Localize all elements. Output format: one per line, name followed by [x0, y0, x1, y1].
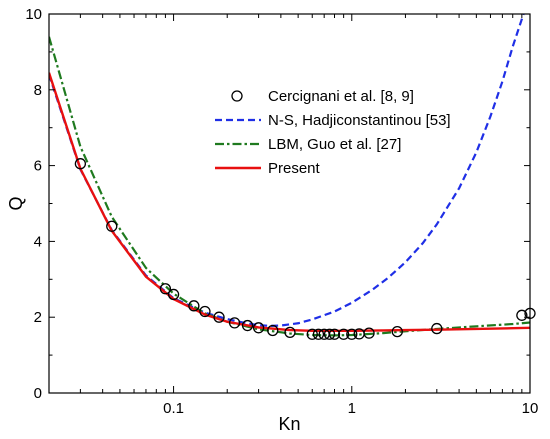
- data-point-cercignani: [228, 317, 241, 329]
- data-point-cercignani: [159, 283, 172, 295]
- y-axis-label: Q: [6, 196, 26, 210]
- data-point-cercignani: [252, 322, 265, 334]
- legend-marker-cercignani: [231, 90, 243, 102]
- data-point-cercignani: [167, 288, 180, 301]
- data-point-cercignani: [312, 328, 325, 340]
- y-tick-label: 6: [34, 158, 42, 175]
- data-point-cercignani: [241, 319, 254, 332]
- data-point-cercignani: [431, 322, 443, 335]
- data-point-cercignani: [337, 328, 350, 340]
- legend-label-present: Present: [268, 160, 321, 177]
- series-line-3: [49, 72, 530, 333]
- data-point-cercignani: [188, 300, 200, 312]
- y-tick-label: 0: [34, 385, 42, 402]
- data-point-cercignani: [267, 324, 279, 337]
- ticks-layer: 0 2 4 6 8 10 0.1 1 10: [25, 6, 538, 417]
- y-tick-label: 10: [25, 6, 42, 23]
- y-tick-label: 4: [34, 233, 42, 250]
- y-tick-label: 8: [34, 82, 42, 99]
- legend-label-ns: N-S, Hadjiconstantinou [53]: [268, 112, 451, 129]
- data-point-cercignani: [74, 158, 87, 170]
- data-point-cercignani: [213, 311, 225, 323]
- data-point-cercignani: [516, 309, 528, 321]
- x-tick-label: 1: [348, 400, 356, 417]
- legend-label-lbm: LBM, Guo et al. [27]: [268, 136, 401, 153]
- data-point-cercignani: [363, 327, 375, 339]
- x-tick-label: 10: [522, 400, 539, 417]
- y-tick-label: 2: [34, 309, 42, 326]
- data-point-cercignani: [391, 325, 403, 338]
- x-tick-label: 0.1: [163, 400, 184, 417]
- legend-label-cercignani: Cercignani et al. [8, 9]: [268, 88, 414, 105]
- x-axis-label: Kn: [278, 414, 300, 434]
- legend: Cercignani et al. [8, 9] N-S, Hadjiconst…: [215, 88, 451, 177]
- data-point-cercignani: [346, 328, 358, 340]
- data-point-cercignani: [323, 328, 336, 340]
- data-point-cercignani: [306, 328, 318, 340]
- data-point-cercignani: [106, 220, 118, 232]
- plot-area: [49, 14, 530, 337]
- series-layer: [49, 14, 536, 340]
- data-point-cercignani: [328, 328, 341, 340]
- data-point-cercignani: [199, 305, 211, 318]
- data-point-cercignani: [284, 326, 296, 339]
